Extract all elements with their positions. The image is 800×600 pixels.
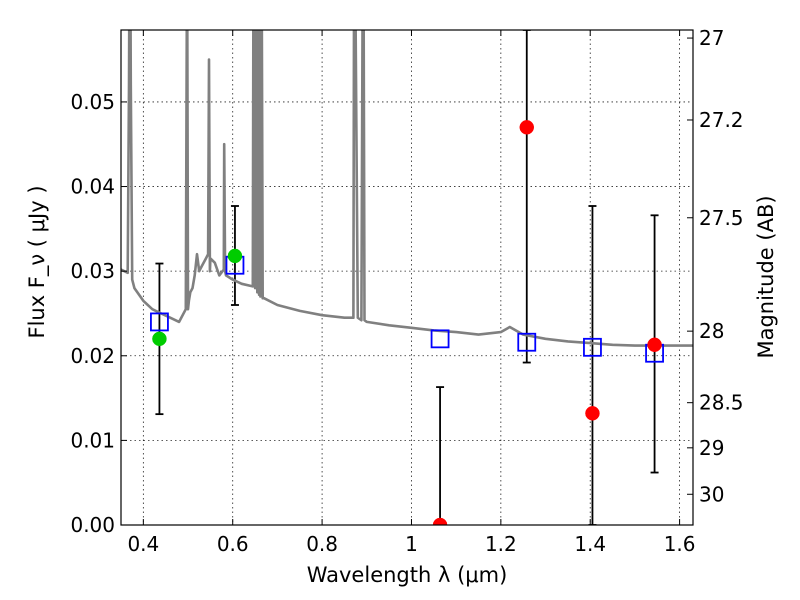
right-tick-label: 28.5 <box>699 391 744 415</box>
axis-ticks: 0.4 0.6 0.8 1 1.2 1.4 1.6 0.00 0.01 0.02 0.03 0.04 0… <box>70 26 743 556</box>
y-tick-label: 0.01 <box>70 428 115 452</box>
x-tick-label: 1.6 <box>664 532 696 556</box>
model-flux-point <box>517 332 537 352</box>
y-tick-label: 0.05 <box>70 90 115 114</box>
right-tick-label: 27 <box>699 26 724 50</box>
observed-flux-point <box>519 120 535 135</box>
grid-lines <box>121 30 693 526</box>
observed-flux-point <box>585 406 600 421</box>
x-tick-label: 1.4 <box>574 532 606 556</box>
observed-flux-point <box>152 331 167 347</box>
x-axis-label: Wavelength λ (μm) <box>307 563 508 587</box>
x-tick-label: 0.4 <box>127 532 159 556</box>
observed-flux-point <box>647 337 662 353</box>
right-axis-label: Magnitude (AB) <box>754 195 778 358</box>
observed-flux-point <box>432 517 448 525</box>
right-tick-label: 28 <box>699 319 724 343</box>
model-spectrum-line <box>121 30 693 347</box>
model-flux-point <box>430 329 450 349</box>
x-tick-label: 1 <box>405 532 418 556</box>
model-flux-point <box>583 337 602 357</box>
y-tick-label: 0.00 <box>70 513 115 537</box>
x-tick-label: 1.2 <box>485 532 517 556</box>
y-tick-label: 0.04 <box>70 175 115 199</box>
right-tick-label: 30 <box>699 482 724 506</box>
y-axis-label: Flux F_ν ( μJy ) <box>25 185 50 338</box>
model-flux-point <box>150 312 169 332</box>
right-tick-label: 29 <box>699 436 724 460</box>
right-tick-label: 27.2 <box>699 108 744 132</box>
plot-frame <box>120 29 694 526</box>
observed-flux-point <box>227 248 243 264</box>
y-tick-label: 0.02 <box>70 344 115 368</box>
y-tick-label: 0.03 <box>70 259 115 283</box>
x-tick-label: 0.6 <box>217 532 249 556</box>
right-tick-label: 27.5 <box>699 206 744 230</box>
x-tick-label: 0.8 <box>306 532 338 556</box>
plot-area <box>121 30 693 525</box>
